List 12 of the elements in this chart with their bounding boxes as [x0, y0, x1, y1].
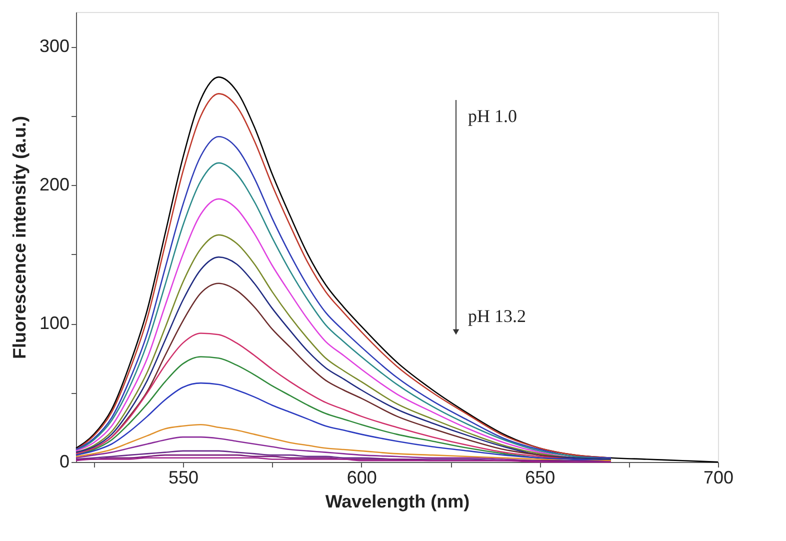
x-axis-title: Wavelength (nm)	[325, 492, 470, 512]
x-tick-label: 550	[168, 468, 199, 488]
annotation: pH 13.2	[468, 306, 526, 326]
y-axis-title: Fluorescence intensity (a.u.)	[9, 116, 30, 360]
annotation: pH 1.0	[468, 106, 517, 126]
x-tick-label: 600	[346, 468, 377, 488]
y-tick-label: 300	[39, 36, 70, 56]
y-tick-label: 100	[39, 313, 70, 334]
x-tick-label: 700	[703, 468, 734, 488]
x-tick-label: 650	[525, 468, 556, 488]
y-tick-label: 200	[39, 174, 70, 195]
y-tick-label: 0	[59, 452, 70, 472]
